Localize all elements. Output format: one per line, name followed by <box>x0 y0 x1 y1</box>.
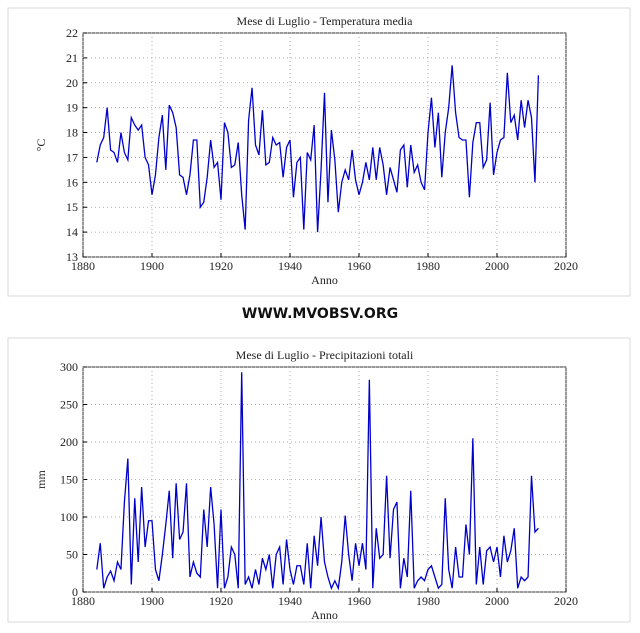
chart-title: Mese di Luglio - Precipitazioni totali <box>236 348 414 362</box>
x-tick-label: 1880 <box>71 259 95 273</box>
data-line <box>96 372 539 591</box>
x-tick-label: 1960 <box>347 259 371 273</box>
x-tick-label: 2020 <box>554 594 578 608</box>
site-label: WWW.MVOBSV.ORG <box>242 306 398 322</box>
y-tick-label: 16 <box>66 175 78 189</box>
x-axis-label: Anno <box>311 273 338 287</box>
x-tick-label: 2000 <box>485 594 509 608</box>
y-axis-label: mm <box>34 470 48 489</box>
y-tick-label: 18 <box>66 126 78 140</box>
y-tick-label: 0 <box>72 585 78 599</box>
y-tick-label: 14 <box>66 225 78 239</box>
y-tick-label: 50 <box>66 548 78 562</box>
x-tick-label: 1940 <box>278 594 302 608</box>
x-tick-label: 1980 <box>416 259 440 273</box>
y-tick-label: 100 <box>60 510 78 524</box>
y-tick-label: 200 <box>60 435 78 449</box>
plot-area <box>82 32 567 258</box>
x-tick-label: 2020 <box>554 259 578 273</box>
x-axis-label: Anno <box>311 608 338 622</box>
chart-title: Mese di Luglio - Temperatura media <box>237 14 414 28</box>
y-tick-label: 13 <box>66 250 78 264</box>
data-line <box>96 65 540 233</box>
y-axis-label: °C <box>34 139 48 152</box>
y-tick-label: 22 <box>66 26 78 40</box>
x-tick-label: 1900 <box>140 259 164 273</box>
y-tick-label: 17 <box>66 150 78 164</box>
x-tick-label: 1920 <box>209 259 233 273</box>
x-tick-label: 1960 <box>347 594 371 608</box>
x-tick-label: 1940 <box>278 259 302 273</box>
y-tick-label: 20 <box>66 76 78 90</box>
y-tick-label: 300 <box>60 360 78 374</box>
y-tick-label: 21 <box>66 51 78 65</box>
x-tick-label: 1920 <box>209 594 233 608</box>
x-tick-label: 2000 <box>485 259 509 273</box>
x-tick-label: 1900 <box>140 594 164 608</box>
x-tick-label: 1880 <box>71 594 95 608</box>
x-tick-label: 1980 <box>416 594 440 608</box>
y-tick-label: 150 <box>60 473 78 487</box>
y-tick-label: 19 <box>66 101 78 115</box>
y-tick-label: 250 <box>60 398 78 412</box>
y-tick-label: 15 <box>66 200 78 214</box>
